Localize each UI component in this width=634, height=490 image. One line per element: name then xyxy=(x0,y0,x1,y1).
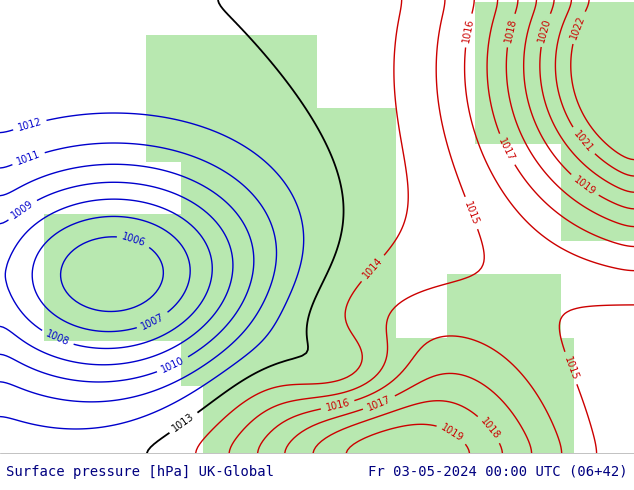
Text: 1015: 1015 xyxy=(562,355,579,381)
Text: 1011: 1011 xyxy=(15,149,42,167)
Text: Surface pressure [hPa] UK-Global: Surface pressure [hPa] UK-Global xyxy=(6,465,275,479)
Text: 1016: 1016 xyxy=(325,397,351,413)
Text: 1009: 1009 xyxy=(10,198,36,220)
Text: 1010: 1010 xyxy=(160,355,186,375)
Text: 1021: 1021 xyxy=(571,128,595,154)
Text: Fr 03-05-2024 00:00 UTC (06+42): Fr 03-05-2024 00:00 UTC (06+42) xyxy=(368,465,628,479)
Text: 1019: 1019 xyxy=(572,174,597,197)
Text: 1014: 1014 xyxy=(361,256,385,281)
Text: 1018: 1018 xyxy=(503,17,518,44)
Text: 1013: 1013 xyxy=(171,412,197,434)
Text: 1020: 1020 xyxy=(536,17,553,43)
Text: 1007: 1007 xyxy=(139,312,166,331)
Text: 1017: 1017 xyxy=(366,394,392,413)
Text: 1018: 1018 xyxy=(478,416,501,441)
Text: 1015: 1015 xyxy=(462,199,481,226)
Text: 1006: 1006 xyxy=(120,231,147,248)
Text: 1008: 1008 xyxy=(44,329,70,348)
Text: 1016: 1016 xyxy=(461,18,476,44)
Text: 1017: 1017 xyxy=(496,136,517,163)
Text: 1022: 1022 xyxy=(569,14,587,41)
Text: 1019: 1019 xyxy=(439,422,465,443)
Text: 1012: 1012 xyxy=(16,117,43,133)
